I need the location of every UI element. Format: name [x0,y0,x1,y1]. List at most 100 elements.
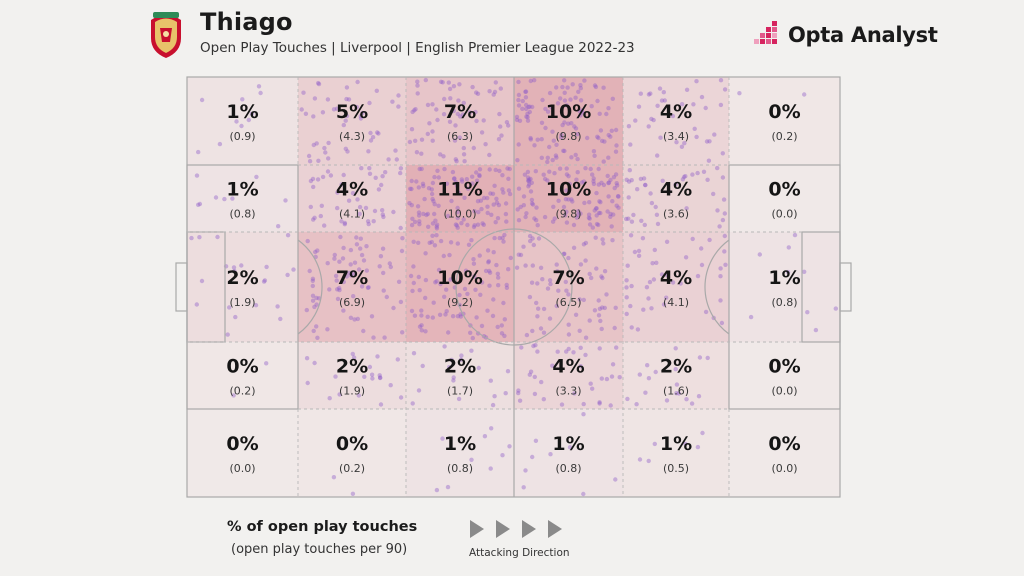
touch-dot [519,345,524,350]
touch-dot [564,349,569,354]
touch-dot [555,269,560,274]
touch-dot [474,170,479,175]
touch-dot [467,110,473,115]
touch-dot [414,179,419,184]
touch-dot [354,242,360,247]
touch-dot [351,355,357,360]
touch-dot [310,276,316,281]
touch-dot [472,209,477,214]
zone-percentage-label: 10% [546,101,591,123]
touch-dot [490,402,496,408]
touch-dot [479,323,485,329]
heat-zone [187,232,298,342]
touch-dot [678,281,683,286]
touch-dot [395,357,400,362]
touch-dot [528,78,533,84]
touch-dot [492,394,497,399]
touch-dot [535,281,540,286]
player-name: Thiago [200,8,293,36]
touch-dot [646,458,651,464]
touch-dot [323,150,328,155]
zone-percentage-label: 2% [336,356,368,378]
touch-dot [578,211,583,216]
touch-dot [506,123,511,128]
zone-percentage-label: 1% [226,101,258,123]
touch-dot [547,316,553,321]
touch-dot [568,97,573,102]
opta-logo-icon [754,21,777,44]
touch-dot [419,151,424,156]
touch-dot [498,124,503,129]
touch-dot [283,198,288,203]
touch-dot [316,80,321,86]
touch-dot [380,212,385,217]
touch-dot [456,190,462,196]
zone-per90-label: (6.5) [555,296,581,309]
touch-dot [655,221,661,227]
touch-dot [593,206,599,211]
touch-dot [331,107,337,112]
touch-dot [673,367,678,372]
touch-dot [792,232,798,238]
touch-dot [416,274,421,280]
touch-dot [720,151,725,156]
touch-dot [416,185,421,190]
touch-dot [408,273,414,279]
touch-dot [199,97,205,103]
touch-dot [497,235,502,241]
heat-zone [406,77,514,165]
touch-dot [366,221,371,227]
heat-zone [298,342,406,409]
touch-dot [278,316,283,322]
touch-dot [350,351,355,357]
touch-dot [545,155,550,160]
touch-dot [785,269,791,275]
heat-zone [187,409,298,497]
zone-per90-label: (0.2) [339,462,365,475]
touch-dot [536,306,541,311]
touch-dot [695,273,701,279]
touch-dot [490,313,496,319]
touch-dot [536,236,542,241]
touch-dot [514,265,520,270]
zone-percentage-label: 11% [437,179,482,201]
touch-dot [641,176,647,181]
touch-dot [547,90,553,96]
touch-dot [496,275,501,280]
heat-zone [623,342,729,409]
touch-dot [705,177,710,182]
touch-dot [494,196,499,201]
touch-dot [598,210,603,216]
touch-dot [504,282,509,288]
touch-dot [476,209,481,215]
touch-dot [507,191,513,197]
touch-dot [360,110,365,116]
touch-dot [501,300,506,306]
touch-dot [545,178,550,183]
touch-dot [602,139,607,144]
zone-per90-label: (0.8) [771,296,797,309]
touch-dot [443,312,448,317]
touch-dot [534,300,539,306]
touch-dot [496,137,502,142]
touch-dot [617,375,622,380]
touch-dot [606,194,611,199]
touch-dot [529,197,535,203]
touch-dot [813,327,819,333]
touch-dot [540,97,545,103]
touch-dot [496,202,502,208]
touch-dot [526,104,531,110]
touch-dot [380,208,385,213]
touch-dot [805,310,810,315]
zone-percentage-label: 2% [660,356,692,378]
touch-dot [711,191,716,197]
touch-dot [503,201,509,206]
touch-dot [364,244,369,249]
touch-dot [547,278,553,283]
touch-dot [535,137,540,142]
touch-dot [488,191,493,196]
touch-dot [365,285,371,290]
touch-dot [471,224,477,230]
touch-dot [624,285,629,290]
touch-dot [583,240,589,246]
